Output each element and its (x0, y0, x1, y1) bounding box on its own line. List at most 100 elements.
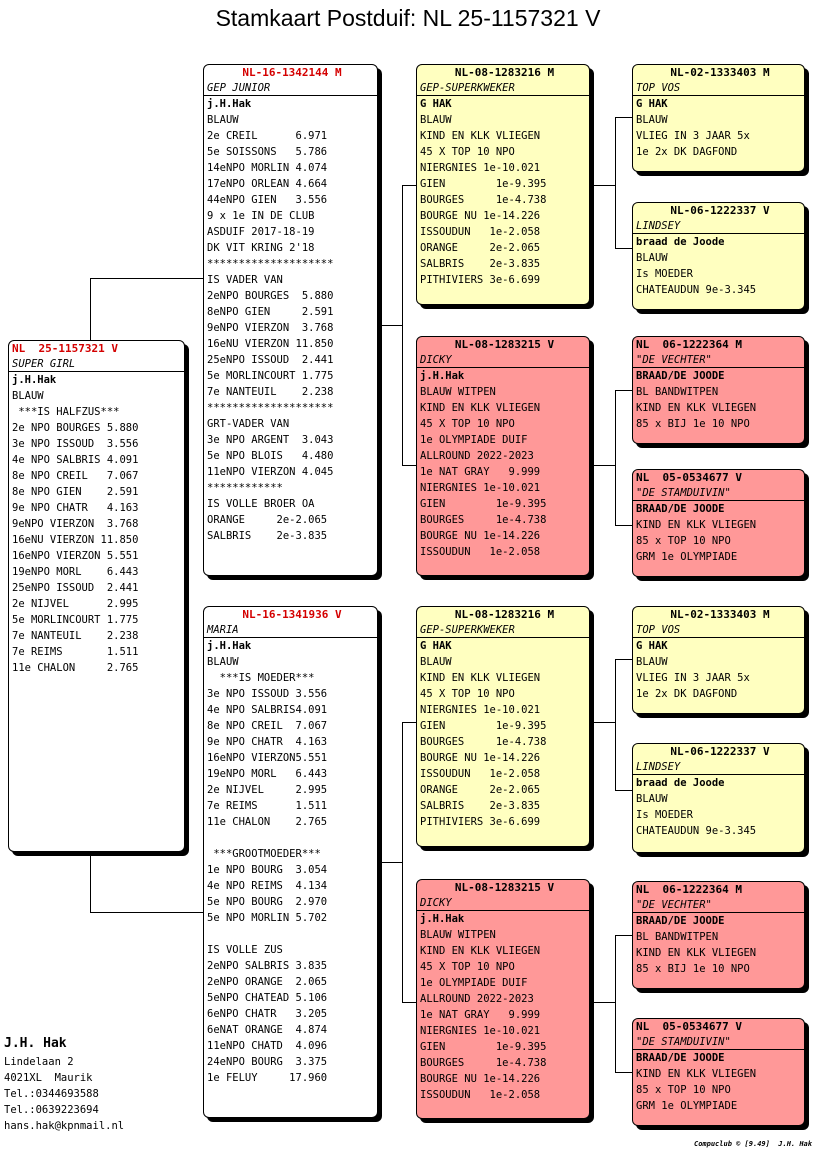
connector-line (402, 1002, 417, 1003)
detail-line (207, 830, 377, 846)
detail-line: 16eNU VIERZON 11.850 (12, 534, 139, 546)
detail-line: 7e NANTEUIL 2.238 (12, 630, 139, 642)
pigeon-name: MARIA (204, 623, 377, 638)
detail-line: 5e NPO BOURG 2.970 (207, 896, 328, 908)
detail-line: 11eNPO CHATD 4.096 (207, 1040, 328, 1052)
detail-line: 7e NANTEUIL 2.238 (207, 386, 334, 398)
detail-line: ISSOUDUN 1e-2.058 (420, 226, 541, 238)
pigeon-card-mff[interactable]: NL-02-1333403 M TOP VOS G HAK BLAUW VLIEG … (632, 606, 805, 714)
detail-line: BOURGES 1e-4.738 (420, 1057, 547, 1069)
pigeon-name: TOP VOS (633, 81, 804, 96)
detail-line: KIND EN KLK VLIEGEN (420, 130, 541, 142)
detail-line: BLAUW (636, 252, 668, 264)
detail-line: 8e NPO CREIL 7.067 (207, 720, 328, 732)
owner-line: BRAAD/DE JOODE (636, 370, 725, 382)
pigeon-name: GEP JUNIOR (204, 81, 377, 96)
detail-line: NIERGNIES 1e-10.021 (420, 1025, 541, 1037)
connector-line (402, 185, 417, 186)
detail-line: ORANGE 2e-2.065 (420, 242, 541, 254)
detail-line: 2eNPO BOURGES 5.880 (207, 290, 334, 302)
connector-line (377, 862, 402, 863)
connector-line (590, 722, 615, 723)
detail-line: CHATEAUDUN 9e-3.345 (636, 825, 757, 837)
detail-line: BOURGE NU 1e-14.226 (420, 210, 541, 222)
connector-line (615, 390, 632, 391)
pigeon-card-ffm[interactable]: NL-06-1222337 V LINDSEY braad de Joode BL… (632, 202, 805, 310)
pigeon-card-mmf[interactable]: NL 06-1222364 M "DE VECHTER" BRAAD/DE JO… (632, 881, 805, 989)
pigeon-card-mother[interactable]: NL-16-1341936 V MARIA j.H.Hak BLAUW ***IS… (203, 606, 378, 1118)
detail-line: 9 x 1e IN DE CLUB (207, 210, 315, 222)
ring-number: NL-08-1283216 M (454, 608, 555, 621)
detail-line: 45 X TOP 10 NPO (420, 418, 515, 430)
detail-line: GIEN 1e-9.395 (420, 498, 547, 510)
detail-line: CHATEAUDUN 9e-3.345 (636, 284, 757, 296)
pigeon-card-fmf[interactable]: NL 06-1222364 M "DE VECHTER" BRAAD/DE JO… (632, 336, 805, 444)
detail-line: 14eNPO MORLIN 4.074 (207, 162, 328, 174)
connector-line (90, 278, 204, 279)
detail-line: 5e MORLINCOURT 1.775 (12, 614, 139, 626)
detail-line: 8e NPO CREIL 7.067 (12, 470, 139, 482)
owner-line: G HAK (420, 640, 452, 652)
connector-line (402, 185, 403, 465)
detail-line: ALLROUND 2022-2023 (420, 450, 534, 462)
detail-line: BLAUW (420, 114, 452, 126)
ring-number: NL-08-1283215 V (454, 338, 555, 351)
connector-line (590, 185, 615, 186)
ring-number: NL 06-1222364 M (636, 883, 742, 896)
pigeon-card-fff[interactable]: NL-02-1333403 M TOP VOS G HAK BLAUW VLIEG … (632, 64, 805, 172)
detail-line: BLAUW WITPEN (420, 929, 496, 941)
pigeon-card-fmm[interactable]: NL 05-0534677 V "DE STAMDUIVIN" BRAAD/DE… (632, 469, 805, 577)
detail-line: BLAUW WITPEN (420, 386, 496, 398)
detail-line: SALBRIS 2e-3.835 (420, 258, 541, 270)
detail-line: 25eNPO ISSOUD 2.441 (207, 354, 334, 366)
detail-line: 4e NPO SALBRIS4.091 (207, 704, 328, 716)
pigeon-card-mfm[interactable]: NL-06-1222337 V LINDSEY braad de Joode BL… (632, 743, 805, 853)
pigeon-card-subject[interactable]: NL 25-1157321 V SUPER GIRL j.H.Hak BLAUW … (8, 340, 185, 852)
detail-line: 1e 2x DK DAGFOND (636, 146, 738, 158)
detail-line: BOURGE NU 1e-14.226 (420, 530, 541, 542)
connector-line (615, 659, 632, 660)
detail-line: ******************** (207, 402, 334, 414)
detail-line: 2e CREIL 6.971 (207, 130, 328, 142)
detail-line: 19eNPO MORL 6.443 (207, 768, 328, 780)
detail-line: BL BANDWITPEN (636, 386, 719, 398)
detail-line: 6eNAT ORANGE 4.874 (207, 1024, 328, 1036)
detail-line: ISSOUDUN 1e-2.058 (420, 1089, 541, 1101)
ring-number: NL-08-1283215 V (454, 881, 555, 894)
ring-number: NL-02-1333403 M (670, 66, 770, 79)
detail-line: 1e NAT GRAY 9.999 (420, 1009, 541, 1021)
pigeon-name: LINDSEY (633, 760, 804, 775)
detail-line: KIND EN KLK VLIEGEN (420, 672, 541, 684)
pigeon-name: "DE VECHTER" (633, 898, 804, 913)
connector-line (615, 117, 616, 248)
pigeon-card-fm[interactable]: NL-08-1283215 V DICKY j.H.Hak BLAUW WITPE… (416, 336, 590, 576)
pigeon-card-mf[interactable]: NL-08-1283216 M GEP-SUPERKWEKER G HAK BLA… (416, 606, 590, 847)
detail-line: 1e FELUY 17.960 (207, 1072, 328, 1084)
pigeon-details: BRAAD/DE JOODE BL BANDWITPEN KIND EN KLK V… (636, 368, 804, 432)
pigeon-name: DICKY (417, 353, 589, 368)
pigeon-card-ff[interactable]: NL-08-1283216 M GEP-SUPERKWEKER G HAK BLA… (416, 64, 590, 305)
pigeon-card-mm[interactable]: NL-08-1283215 V DICKY j.H.Hak BLAUW WITPE… (416, 879, 590, 1119)
pigeon-details: G HAK BLAUW VLIEG IN 3 JAAR 5x 1e 2x DK DAG… (636, 96, 804, 160)
detail-line: 9e NPO CHATR 4.163 (12, 502, 139, 514)
detail-line: 2eNPO ORANGE 2.065 (207, 976, 328, 988)
detail-line (207, 926, 377, 942)
detail-line: BLAUW (12, 390, 44, 402)
detail-line: GRM 1e OLYMPIADE (636, 1100, 738, 1112)
detail-line: IS VADER VAN (207, 274, 283, 286)
detail-line: KIND EN KLK VLIEGEN (420, 402, 541, 414)
owner-email[interactable]: hans.hak@kpnmail.nl (4, 1120, 125, 1132)
detail-line: 5eNPO CHATEAD 5.106 (207, 992, 328, 1004)
owner-line: BRAAD/DE JOODE (636, 915, 725, 927)
pigeon-details: BRAAD/DE JOODE BL BANDWITPEN KIND EN KLK V… (636, 913, 804, 977)
detail-line: 5e NPO BLOIS 4.480 (207, 450, 334, 462)
detail-line: 5e MORLINCOURT 1.775 (207, 370, 334, 382)
detail-line: BLAUW (207, 114, 239, 126)
pigeon-card-father[interactable]: NL-16-1342144 M GEP JUNIOR j.H.Hak BLAUW 2… (203, 64, 378, 576)
detail-line: NIERGNIES 1e-10.021 (420, 162, 541, 174)
owner-line: BRAAD/DE JOODE (636, 503, 725, 515)
detail-line: 5e NPO MORLIN 5.702 (207, 912, 328, 924)
pigeon-card-mmm[interactable]: NL 05-0534677 V "DE STAMDUIVIN" BRAAD/DE… (632, 1018, 805, 1126)
connector-line (615, 117, 632, 118)
owner-address: Lindelaan 2 (4, 1056, 74, 1068)
